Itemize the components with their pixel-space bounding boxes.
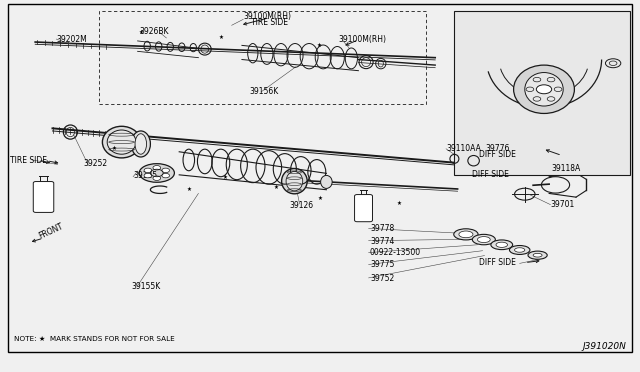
Text: ★: ★ [397, 201, 402, 206]
Ellipse shape [477, 237, 490, 243]
Text: J391020N: J391020N [582, 342, 626, 351]
Text: 39252: 39252 [83, 159, 108, 168]
Ellipse shape [140, 164, 174, 182]
Text: 39100M(RH): 39100M(RH) [338, 35, 386, 44]
Text: ★: ★ [274, 185, 279, 190]
Ellipse shape [525, 73, 563, 106]
Text: 39126: 39126 [289, 201, 314, 210]
Ellipse shape [454, 229, 478, 240]
Ellipse shape [131, 131, 150, 157]
Text: 39118A: 39118A [552, 164, 581, 173]
Ellipse shape [496, 242, 508, 247]
Text: DIFF SIDE: DIFF SIDE [479, 150, 516, 159]
Ellipse shape [459, 231, 473, 238]
Text: 00922-13500: 00922-13500 [370, 248, 421, 257]
Text: 39701: 39701 [550, 200, 575, 209]
Circle shape [162, 173, 170, 178]
Ellipse shape [514, 65, 575, 113]
Text: 39778: 39778 [370, 224, 394, 233]
Text: NOTE: ★  MARK STANDS FOR NOT FOR SALE: NOTE: ★ MARK STANDS FOR NOT FOR SALE [14, 336, 175, 341]
Ellipse shape [528, 251, 547, 259]
Circle shape [144, 173, 152, 178]
Text: DIFF SIDE: DIFF SIDE [472, 170, 509, 179]
Text: 39156K: 39156K [250, 87, 279, 96]
Ellipse shape [107, 130, 136, 154]
Ellipse shape [509, 246, 530, 254]
Text: 39155K: 39155K [131, 282, 161, 291]
Text: FRONT: FRONT [37, 222, 65, 241]
Text: 39110AA: 39110AA [446, 144, 481, 153]
Text: ★: ★ [218, 35, 223, 41]
Circle shape [536, 85, 552, 94]
Text: 3926BK: 3926BK [140, 27, 169, 36]
Text: ★: ★ [187, 187, 192, 192]
Bar [454, 11, 630, 175]
Text: 39100M(RH): 39100M(RH) [243, 12, 291, 21]
Ellipse shape [282, 169, 307, 194]
Ellipse shape [533, 253, 542, 257]
Circle shape [153, 176, 161, 180]
Ellipse shape [491, 240, 513, 250]
Text: TIRE SIDE: TIRE SIDE [10, 156, 47, 165]
Ellipse shape [321, 176, 332, 188]
Circle shape [162, 168, 170, 173]
Ellipse shape [102, 126, 141, 158]
Circle shape [153, 166, 161, 170]
Ellipse shape [135, 134, 147, 154]
Text: ★: ★ [223, 175, 228, 180]
Text: 39202M: 39202M [56, 35, 87, 44]
FancyBboxPatch shape [355, 195, 372, 222]
Ellipse shape [515, 248, 525, 252]
FancyBboxPatch shape [33, 182, 54, 212]
Text: 39776: 39776 [486, 144, 510, 153]
Text: ★: ★ [138, 30, 143, 35]
Bar [99, 11, 426, 104]
Text: 39774: 39774 [370, 237, 394, 246]
Text: 39752: 39752 [370, 274, 394, 283]
Ellipse shape [286, 171, 303, 191]
Text: ★: ★ [111, 146, 116, 151]
Text: ★: ★ [317, 196, 323, 201]
Text: ★: ★ [316, 43, 321, 48]
Text: 39775: 39775 [370, 260, 394, 269]
Text: TIRE SIDE: TIRE SIDE [251, 18, 288, 27]
Ellipse shape [472, 234, 495, 245]
Text: DIFF SIDE: DIFF SIDE [479, 258, 516, 267]
Text: 39125: 39125 [133, 171, 157, 180]
Circle shape [144, 168, 152, 173]
